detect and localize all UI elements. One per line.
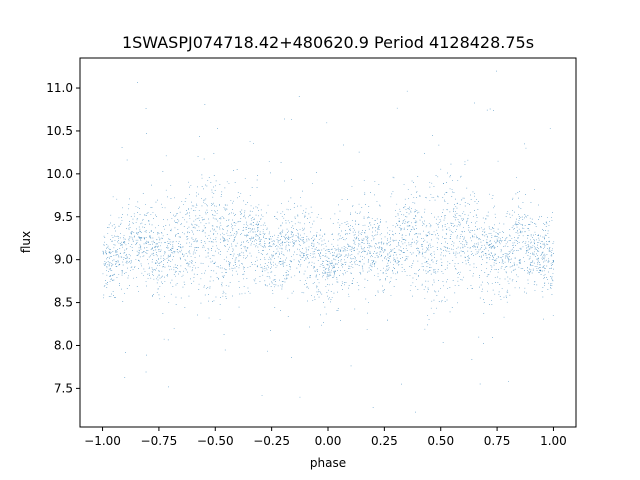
- y-tick-label: 8.0: [54, 338, 73, 352]
- x-tick-label: −0.25: [253, 434, 290, 448]
- y-tick-label: 8.5: [54, 296, 73, 310]
- y-tick-label: 9.0: [54, 253, 73, 267]
- scatter-points: [102, 70, 555, 413]
- chart-title: 1SWASPJ074718.42+480620.9 Period 4128428…: [122, 33, 534, 52]
- x-tick-label: −0.75: [141, 434, 178, 448]
- x-tick-label: 0.00: [315, 434, 342, 448]
- x-tick-label: 0.50: [427, 434, 454, 448]
- x-axis-ticks: −1.00 −0.75 −0.50 −0.25 0.00 0.25 0.50 0.75 1.00: [84, 427, 567, 448]
- x-tick-label: 1.00: [540, 434, 567, 448]
- x-tick-label: 0.25: [371, 434, 398, 448]
- y-axis-ticks: 7.5 8.0 8.5 9.0 9.5 10.0 10.5 11.0: [46, 81, 80, 395]
- x-tick-label: −1.00: [84, 434, 121, 448]
- data-points-layer: [102, 70, 555, 413]
- x-tick-label: 0.75: [484, 434, 511, 448]
- y-tick-label: 9.5: [54, 210, 73, 224]
- x-axis-label: phase: [310, 456, 346, 470]
- y-tick-label: 7.5: [54, 381, 73, 395]
- y-tick-label: 10.0: [46, 167, 73, 181]
- x-tick-label: −0.50: [197, 434, 234, 448]
- y-tick-label: 11.0: [46, 81, 73, 95]
- y-tick-label: 10.5: [46, 124, 73, 138]
- y-axis-label: flux: [19, 231, 33, 253]
